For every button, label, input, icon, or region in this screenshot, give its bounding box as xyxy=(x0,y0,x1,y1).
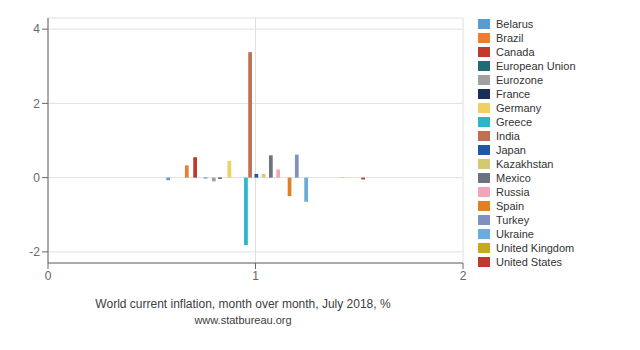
svg-text:1: 1 xyxy=(252,269,259,283)
html-text:Japan: Japan xyxy=(496,144,526,156)
html-text:Belarus: Belarus xyxy=(496,18,534,30)
html-text:Ukraine: Ukraine xyxy=(496,228,534,240)
html-text:Eurozone: Eurozone xyxy=(496,74,544,86)
html-text:Kazakhstan: Kazakhstan xyxy=(496,158,554,170)
html-text:www.statbureau.org: www.statbureau.org xyxy=(194,314,292,326)
html-text:Spain: Spain xyxy=(496,200,525,212)
svg-text:-2: -2 xyxy=(29,245,40,259)
html-text:Mexico: Mexico xyxy=(496,172,531,184)
html-text:Germany: Germany xyxy=(496,102,542,114)
html-text:Russia: Russia xyxy=(496,186,530,198)
svg-text:2: 2 xyxy=(460,269,467,283)
html-text:Canada: Canada xyxy=(496,46,535,58)
svg-text:4: 4 xyxy=(33,22,40,36)
html-text:United States: United States xyxy=(496,256,562,268)
html-text:World current inflation, month: World current inflation, month over mont… xyxy=(95,297,391,311)
html-text:Brazil: Brazil xyxy=(496,32,524,44)
svg-text:2: 2 xyxy=(33,97,40,111)
svg-text:0: 0 xyxy=(45,269,52,283)
html-text:Greece: Greece xyxy=(496,116,533,128)
html-text:Turkey: Turkey xyxy=(496,214,530,226)
html-text:European Union: European Union xyxy=(496,60,576,72)
html-text:France: France xyxy=(496,88,531,100)
html-text:India: India xyxy=(496,130,520,142)
html-text:United Kingdom: United Kingdom xyxy=(496,242,575,254)
svg-text:0: 0 xyxy=(33,171,40,185)
